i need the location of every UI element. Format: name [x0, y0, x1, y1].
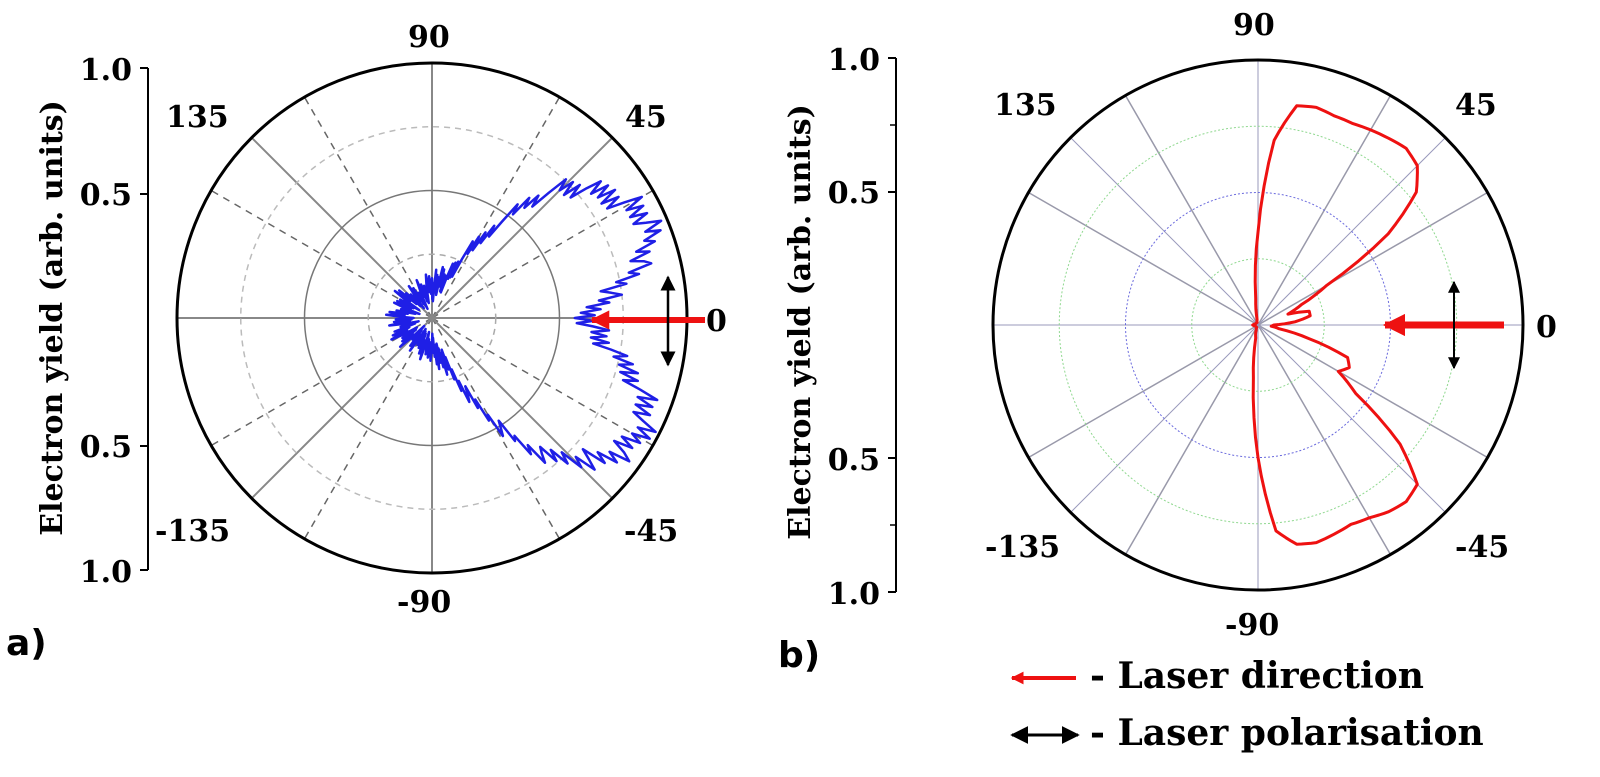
legend: - Laser direction - Laser polarisation [1010, 655, 1484, 754]
grid-ring [367, 253, 497, 383]
grid-spoke [431, 317, 561, 540]
angle-label-minus90: -90 [397, 585, 451, 620]
outer-ring [991, 58, 1525, 592]
y-axis-label: Electron yield (arb. units) [35, 100, 70, 536]
angle-label-minus45: -45 [1455, 530, 1509, 565]
series-line [384, 178, 663, 471]
radial-tick-label: 0.5 [828, 176, 880, 211]
grid-spoke [210, 189, 433, 319]
polar-chart-a: 1.0 0.5 0.5 1.0 Electron yield (arb. uni… [6, 20, 727, 664]
grid-spoke [303, 96, 433, 319]
y-axis-label: Electron yield (arb. units) [783, 104, 818, 540]
polar-chart-b: 1.0 0.5 0.5 1.0 Electron yield (arb. uni… [778, 8, 1557, 676]
angle-label-minus45: -45 [624, 514, 678, 549]
grid-ring [303, 189, 561, 447]
radial-axis: 1.0 0.5 0.5 1.0 [80, 53, 149, 590]
series-group [384, 178, 663, 471]
angle-label-0: 0 [1536, 310, 1557, 345]
angle-label-135: 135 [166, 100, 229, 135]
radial-axis: 1.0 0.5 0.5 1.0 [828, 43, 897, 612]
angle-label-minus135: -135 [155, 514, 230, 549]
radial-tick-label: 1.0 [80, 53, 132, 88]
angle-label-45: 45 [625, 100, 667, 135]
angle-label-90: 90 [1233, 8, 1275, 43]
legend-laser-direction: - Laser direction [1090, 655, 1424, 697]
series-line [1251, 104, 1419, 546]
grid-spoke [303, 317, 433, 540]
legend-laser-polarisation: - Laser polarisation [1090, 712, 1484, 754]
panel-label-a: a) [6, 623, 47, 664]
radial-tick-label: 1.0 [828, 577, 880, 612]
angle-label-minus135: -135 [985, 530, 1060, 565]
panel-label-b: b) [778, 635, 820, 676]
angle-label-45: 45 [1455, 88, 1497, 123]
grid-spoke [1124, 95, 1259, 326]
radial-tick-label: 1.0 [828, 43, 880, 78]
grid-spoke [431, 189, 654, 319]
angle-label-0: 0 [706, 304, 727, 339]
angle-label-90: 90 [408, 20, 450, 55]
radial-tick-label: 0.5 [80, 178, 132, 213]
grid-spoke [1028, 324, 1259, 459]
angle-label-135: 135 [994, 88, 1057, 123]
grid-spoke [431, 317, 654, 447]
grid-spoke [1257, 324, 1392, 555]
angle-label-minus90: -90 [1225, 608, 1279, 643]
series-group [1251, 104, 1419, 546]
grid-ring [1191, 258, 1325, 392]
grid-spoke [431, 96, 561, 319]
radial-tick-label: 1.0 [80, 555, 132, 590]
radial-tick-label: 0.5 [80, 430, 132, 465]
polar-grid [991, 58, 1525, 592]
polar-grid [175, 61, 689, 575]
grid-spoke [1257, 191, 1488, 326]
radial-tick-label: 0.5 [828, 443, 880, 478]
